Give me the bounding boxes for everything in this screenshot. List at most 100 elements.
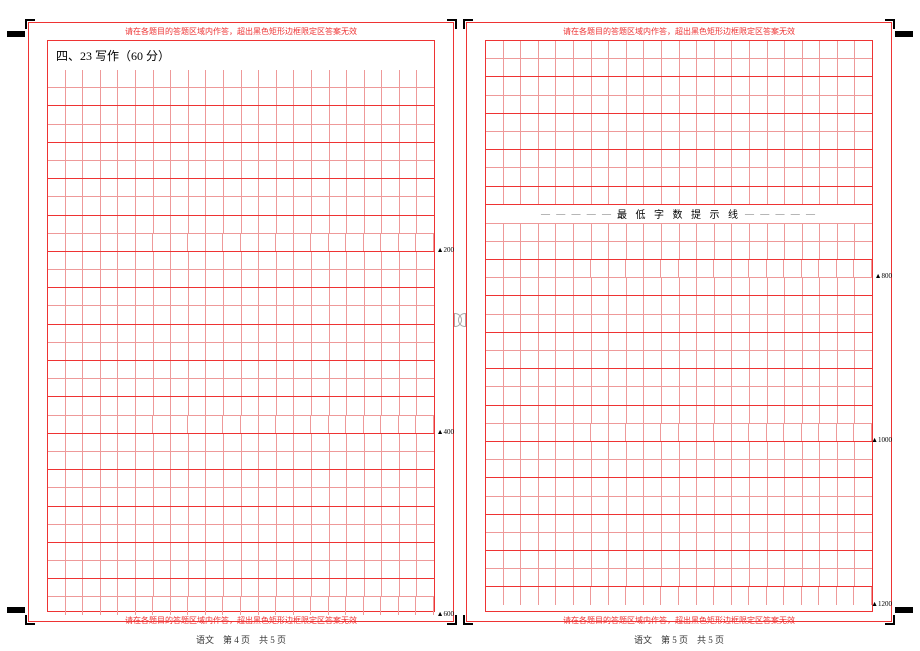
grid-cell <box>48 88 66 105</box>
grid-cell <box>417 579 434 596</box>
grid-cell <box>365 361 383 378</box>
grid-cell <box>277 470 295 487</box>
grid-cell <box>136 561 154 578</box>
grid-cell <box>294 561 312 578</box>
grid-cell <box>206 288 224 305</box>
grid-cell <box>592 315 610 332</box>
grid-cell <box>697 168 715 185</box>
grid-row: 800 <box>486 259 872 277</box>
grid-cell <box>294 525 312 542</box>
grid-cell <box>224 325 242 342</box>
grid-cell <box>224 434 242 451</box>
grid-cell <box>574 278 592 295</box>
grid-cell <box>66 270 84 287</box>
grid-cell <box>521 187 539 204</box>
grid-cell <box>785 442 803 459</box>
grid-cell <box>189 252 207 269</box>
grid-cell <box>83 179 101 196</box>
grid-row <box>486 386 872 404</box>
grid-cell <box>644 533 662 550</box>
grid-cell <box>803 296 821 313</box>
grid-cell <box>365 161 383 178</box>
grid-cell <box>400 452 418 469</box>
grid-cell <box>171 106 189 123</box>
grid-cell <box>715 132 733 149</box>
grid-cell <box>259 470 277 487</box>
grid-cell <box>277 452 295 469</box>
grid-cell <box>189 361 207 378</box>
grid-cell <box>206 216 224 233</box>
grid-cell <box>206 507 224 524</box>
grid-cell <box>556 150 574 167</box>
min-word-divider: — — — — — 最 低 字 数 提 示 线 — — — — — <box>486 204 872 224</box>
grid-cell <box>521 478 539 495</box>
grid-cell <box>732 114 750 131</box>
grid-cell <box>154 70 172 87</box>
grid-cell <box>803 224 821 241</box>
grid-cell <box>171 234 189 251</box>
grid-cell <box>556 369 574 386</box>
grid-cell <box>715 114 733 131</box>
grid-cell <box>330 397 348 414</box>
grid-cell <box>784 260 802 277</box>
grid-cell <box>521 168 539 185</box>
grid-cell <box>504 41 522 58</box>
grid-cell <box>224 561 242 578</box>
grid-cell <box>697 424 715 441</box>
grid-cell <box>206 434 224 451</box>
grid-cell <box>189 325 207 342</box>
grid-cell <box>171 597 189 614</box>
grid-cell <box>592 497 610 514</box>
grid-cell <box>101 325 119 342</box>
grid-cell <box>662 478 680 495</box>
grid-cell <box>223 597 241 614</box>
grid-cell <box>276 597 294 614</box>
grid-cell <box>259 507 277 524</box>
grid-cell <box>224 579 242 596</box>
grid-cell <box>714 424 732 441</box>
grid-cell <box>400 270 418 287</box>
grid-cell <box>294 361 312 378</box>
grid-cell <box>838 41 856 58</box>
grid-cell <box>521 114 539 131</box>
grid-cell <box>347 125 365 142</box>
grid-cell <box>400 488 418 505</box>
grid-cell <box>627 333 645 350</box>
grid-cell <box>556 59 574 76</box>
grid-cell <box>277 106 295 123</box>
grid-cell <box>820 96 838 113</box>
grid-cell <box>627 460 645 477</box>
grid-cell <box>521 132 539 149</box>
grid-cell <box>768 59 786 76</box>
grid-cell <box>854 424 872 441</box>
grid-cell <box>171 161 189 178</box>
grid-cell <box>417 270 434 287</box>
grid-cell <box>118 234 136 251</box>
grid-cell <box>504 515 522 532</box>
grid-cell <box>609 587 627 604</box>
grid-cell <box>662 242 680 259</box>
grid-cell <box>66 125 84 142</box>
grid-cell <box>592 59 610 76</box>
grid-cell <box>539 187 557 204</box>
grid-cell <box>644 150 662 167</box>
grid-cell <box>768 551 786 568</box>
grid-cell <box>294 288 312 305</box>
grid-cell <box>224 197 242 214</box>
grid-cell <box>242 579 260 596</box>
grid-cell <box>750 132 768 149</box>
grid-cell <box>662 296 680 313</box>
grid-cell <box>83 397 101 414</box>
grid-cell <box>242 88 260 105</box>
grid-cell <box>855 168 872 185</box>
grid-cell <box>259 234 277 251</box>
grid-cell <box>399 416 417 433</box>
grid-cell <box>785 551 803 568</box>
grid-cell <box>224 270 242 287</box>
grid-cell <box>820 569 838 586</box>
grid-cell <box>855 460 872 477</box>
grid-cell <box>206 306 224 323</box>
grid-cell <box>48 270 66 287</box>
grid-cell <box>697 242 715 259</box>
grid-cell <box>329 234 347 251</box>
